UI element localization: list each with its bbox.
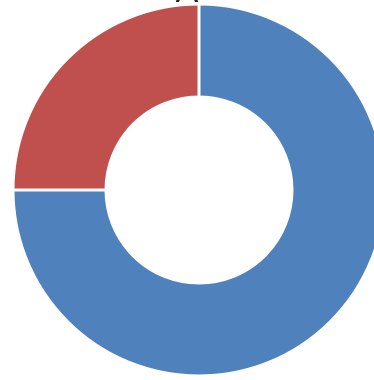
donut-slice-1: [11, 2, 374, 378]
donut-slice-2: [11, 2, 201, 192]
chart-title: A: [0, 0, 374, 8]
